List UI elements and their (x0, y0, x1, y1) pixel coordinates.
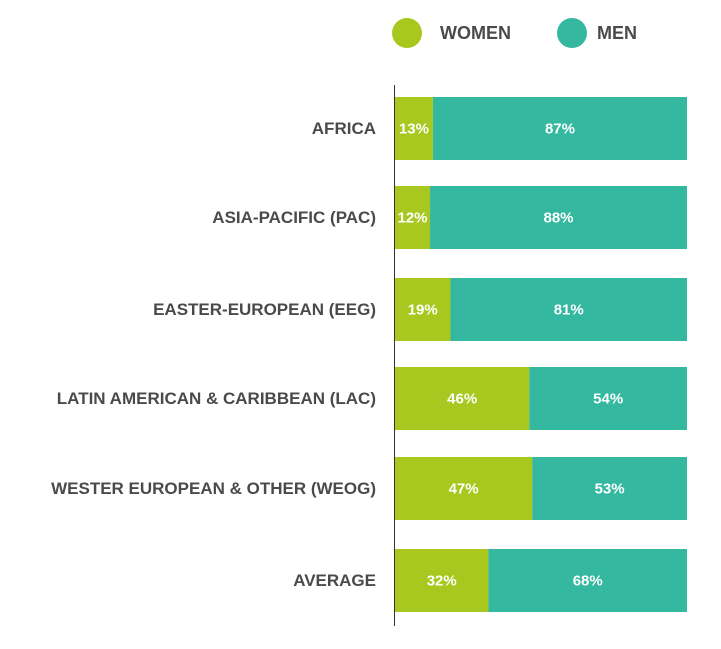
bar-segment (395, 186, 431, 249)
bar-segment (395, 97, 433, 160)
category-label: AVERAGE (293, 571, 376, 590)
bar-segment (430, 186, 687, 249)
legend-swatch (392, 18, 422, 48)
value-label: 46% (447, 390, 477, 407)
category-label: EASTER-EUROPEAN (EEG) (153, 300, 376, 319)
value-label: 88% (544, 209, 574, 226)
category-label: LATIN AMERICAN & CARIBBEAN (LAC) (57, 389, 376, 408)
category-label: ASIA-PACIFIC (PAC) (212, 208, 376, 227)
value-label: 13% (399, 120, 429, 137)
value-label: 87% (545, 120, 575, 137)
bar-segment (532, 457, 687, 520)
value-label: 47% (449, 480, 479, 497)
value-label: 81% (554, 301, 584, 318)
bar-segment (395, 457, 533, 520)
value-label: 12% (398, 209, 428, 226)
bar-segment (529, 367, 687, 430)
value-label: 19% (408, 301, 438, 318)
category-label: AFRICA (312, 119, 376, 138)
bar-segment (395, 278, 451, 341)
category-label: WESTER EUROPEAN & OTHER (WEOG) (51, 479, 376, 498)
value-label: 68% (573, 572, 603, 589)
bar-segment (488, 549, 687, 612)
value-label: 54% (593, 390, 623, 407)
bar-segment (395, 549, 489, 612)
bar-segment (450, 278, 687, 341)
legend-label: MEN (597, 23, 637, 43)
legend-label: WOMEN (440, 23, 511, 43)
value-label: 32% (427, 572, 457, 589)
bar-segment (395, 367, 530, 430)
legend-swatch (557, 18, 587, 48)
bar-segment (432, 97, 687, 160)
value-label: 53% (595, 480, 625, 497)
